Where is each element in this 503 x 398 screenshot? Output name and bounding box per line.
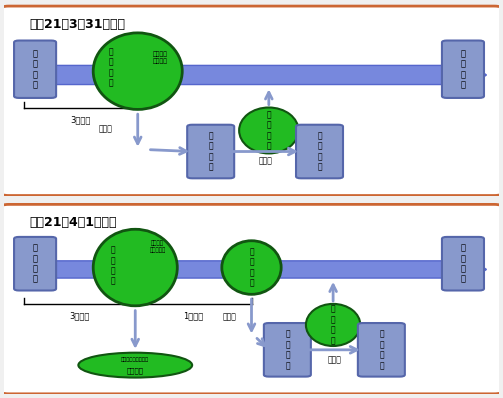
FancyArrow shape <box>19 255 486 284</box>
Text: 料金納付: 料金納付 <box>127 368 144 374</box>
FancyBboxPatch shape <box>442 41 484 98</box>
Text: 未納付: 未納付 <box>222 313 236 322</box>
FancyBboxPatch shape <box>187 125 234 178</box>
Text: 料
金
納
付: 料 金 納 付 <box>249 248 254 288</box>
Text: 未納付: 未納付 <box>327 355 342 364</box>
FancyBboxPatch shape <box>358 323 405 377</box>
Text: 3年以内: 3年以内 <box>70 115 91 124</box>
Text: 料
金
納
付: 料 金 納 付 <box>267 110 271 150</box>
FancyBboxPatch shape <box>442 237 484 291</box>
Text: 特
許
出
願: 特 許 出 願 <box>33 244 38 284</box>
Ellipse shape <box>93 229 177 306</box>
Text: 平成21年4月1日以降: 平成21年4月1日以降 <box>29 216 116 229</box>
Ellipse shape <box>78 353 192 378</box>
FancyBboxPatch shape <box>264 323 311 377</box>
FancyBboxPatch shape <box>0 205 503 394</box>
Text: 補
正
指
令: 補 正 指 令 <box>285 330 290 370</box>
Text: 審
査
着
手: 審 査 着 手 <box>461 244 466 284</box>
Text: 同時納付
料金納付: 同時納付 料金納付 <box>152 52 167 64</box>
Ellipse shape <box>93 33 182 109</box>
Text: 審
査
着
手: 審 査 着 手 <box>461 49 466 89</box>
Text: 未納付: 未納付 <box>99 124 113 133</box>
Text: 平成21年3月31日まで: 平成21年3月31日まで <box>29 18 125 31</box>
Text: 却
下
処
分: 却 下 処 分 <box>317 131 322 172</box>
Text: 特
許
出
願: 特 許 出 願 <box>33 49 38 89</box>
Ellipse shape <box>222 241 281 295</box>
FancyBboxPatch shape <box>14 237 56 291</box>
Text: 1年以内: 1年以内 <box>183 312 204 320</box>
Text: 審
査
請
求: 審 査 請 求 <box>111 246 115 286</box>
Text: 審
査
請
求: 審 査 請 求 <box>108 47 113 88</box>
Text: 3年以内: 3年以内 <box>69 312 90 320</box>
Text: 猶延の意思表示兼し: 猶延の意思表示兼し <box>121 357 149 362</box>
Ellipse shape <box>306 304 360 346</box>
Ellipse shape <box>239 107 298 153</box>
FancyBboxPatch shape <box>296 125 343 178</box>
Text: 補
正
指
令: 補 正 指 令 <box>209 131 213 172</box>
Text: 却
下
処
分: 却 下 処 分 <box>379 330 384 370</box>
Text: （猶予の
意思表示）: （猶予の 意思表示） <box>149 240 165 253</box>
FancyArrow shape <box>19 60 486 90</box>
Text: 未納付: 未納付 <box>259 156 272 166</box>
FancyBboxPatch shape <box>0 6 503 195</box>
FancyBboxPatch shape <box>14 41 56 98</box>
Text: 料
金
納
付: 料 金 納 付 <box>331 305 336 345</box>
